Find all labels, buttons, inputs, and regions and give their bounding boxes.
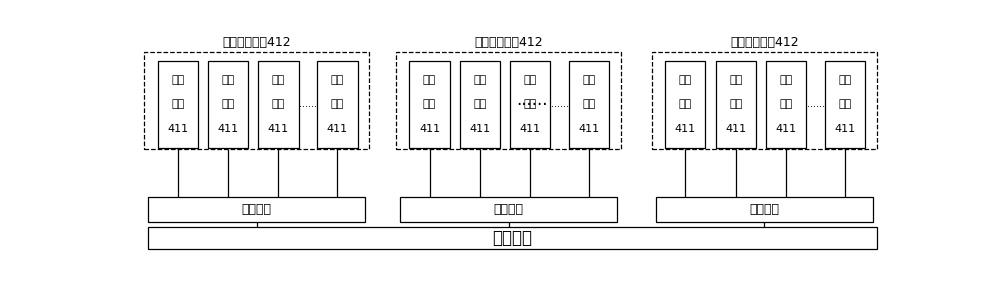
Text: 411: 411 — [268, 124, 289, 134]
Text: 节点: 节点 — [838, 99, 852, 109]
Bar — [569, 60, 609, 148]
Text: ......: ...... — [807, 99, 825, 109]
Text: 千兆交换: 千兆交换 — [242, 203, 272, 216]
Text: 411: 411 — [675, 124, 696, 134]
Text: 节点: 节点 — [221, 99, 235, 109]
Text: 411: 411 — [327, 124, 348, 134]
Text: 节点: 节点 — [272, 99, 285, 109]
Text: 411: 411 — [776, 124, 797, 134]
Text: 计算: 计算 — [221, 75, 235, 85]
Text: 411: 411 — [520, 124, 541, 134]
Text: 计算: 计算 — [473, 75, 487, 85]
Text: 计算: 计算 — [331, 75, 344, 85]
Text: 411: 411 — [469, 124, 491, 134]
Text: 411: 411 — [579, 124, 600, 134]
Text: 411: 411 — [725, 124, 746, 134]
Text: ......: ...... — [551, 99, 569, 109]
Text: 计算: 计算 — [272, 75, 285, 85]
Text: 万兆交换: 万兆交换 — [492, 229, 532, 247]
Text: 411: 411 — [218, 124, 239, 134]
Bar — [652, 52, 877, 149]
Bar — [317, 60, 358, 148]
Bar — [148, 197, 365, 222]
Bar — [665, 60, 705, 148]
Text: 第二互联模块412: 第二互联模块412 — [474, 36, 543, 50]
Bar — [460, 60, 500, 148]
Text: 计算: 计算 — [583, 75, 596, 85]
Text: 计算: 计算 — [423, 75, 436, 85]
Bar — [766, 60, 806, 148]
Text: 计算: 计算 — [838, 75, 852, 85]
Text: 计算: 计算 — [171, 75, 184, 85]
Text: 节点: 节点 — [524, 99, 537, 109]
Text: 411: 411 — [834, 124, 856, 134]
Bar — [158, 60, 198, 148]
Text: 节点: 节点 — [583, 99, 596, 109]
Text: 411: 411 — [419, 124, 440, 134]
Text: 第二互联模块412: 第二互联模块412 — [222, 36, 291, 50]
Text: 计算: 计算 — [679, 75, 692, 85]
Bar — [510, 60, 550, 148]
Text: ......: ...... — [516, 91, 548, 109]
Text: 411: 411 — [167, 124, 188, 134]
Text: 节点: 节点 — [729, 99, 742, 109]
Bar — [716, 60, 756, 148]
Bar — [258, 60, 299, 148]
Bar — [656, 197, 873, 222]
Text: ......: ...... — [299, 99, 317, 109]
Text: 计算: 计算 — [779, 75, 793, 85]
Text: 千兆交换: 千兆交换 — [749, 203, 779, 216]
Text: 节点: 节点 — [331, 99, 344, 109]
Bar — [144, 52, 369, 149]
Text: 第二互联模块412: 第二互联模块412 — [730, 36, 799, 50]
Text: 节点: 节点 — [423, 99, 436, 109]
Text: 节点: 节点 — [473, 99, 487, 109]
Bar — [148, 227, 877, 249]
Bar — [825, 60, 865, 148]
Bar — [409, 60, 450, 148]
Text: 千兆交换: 千兆交换 — [494, 203, 524, 216]
Text: 计算: 计算 — [524, 75, 537, 85]
Bar — [208, 60, 248, 148]
Text: 计算: 计算 — [729, 75, 742, 85]
Bar — [400, 197, 617, 222]
Text: 节点: 节点 — [679, 99, 692, 109]
Bar — [396, 52, 621, 149]
Text: 节点: 节点 — [779, 99, 793, 109]
Text: 节点: 节点 — [171, 99, 184, 109]
